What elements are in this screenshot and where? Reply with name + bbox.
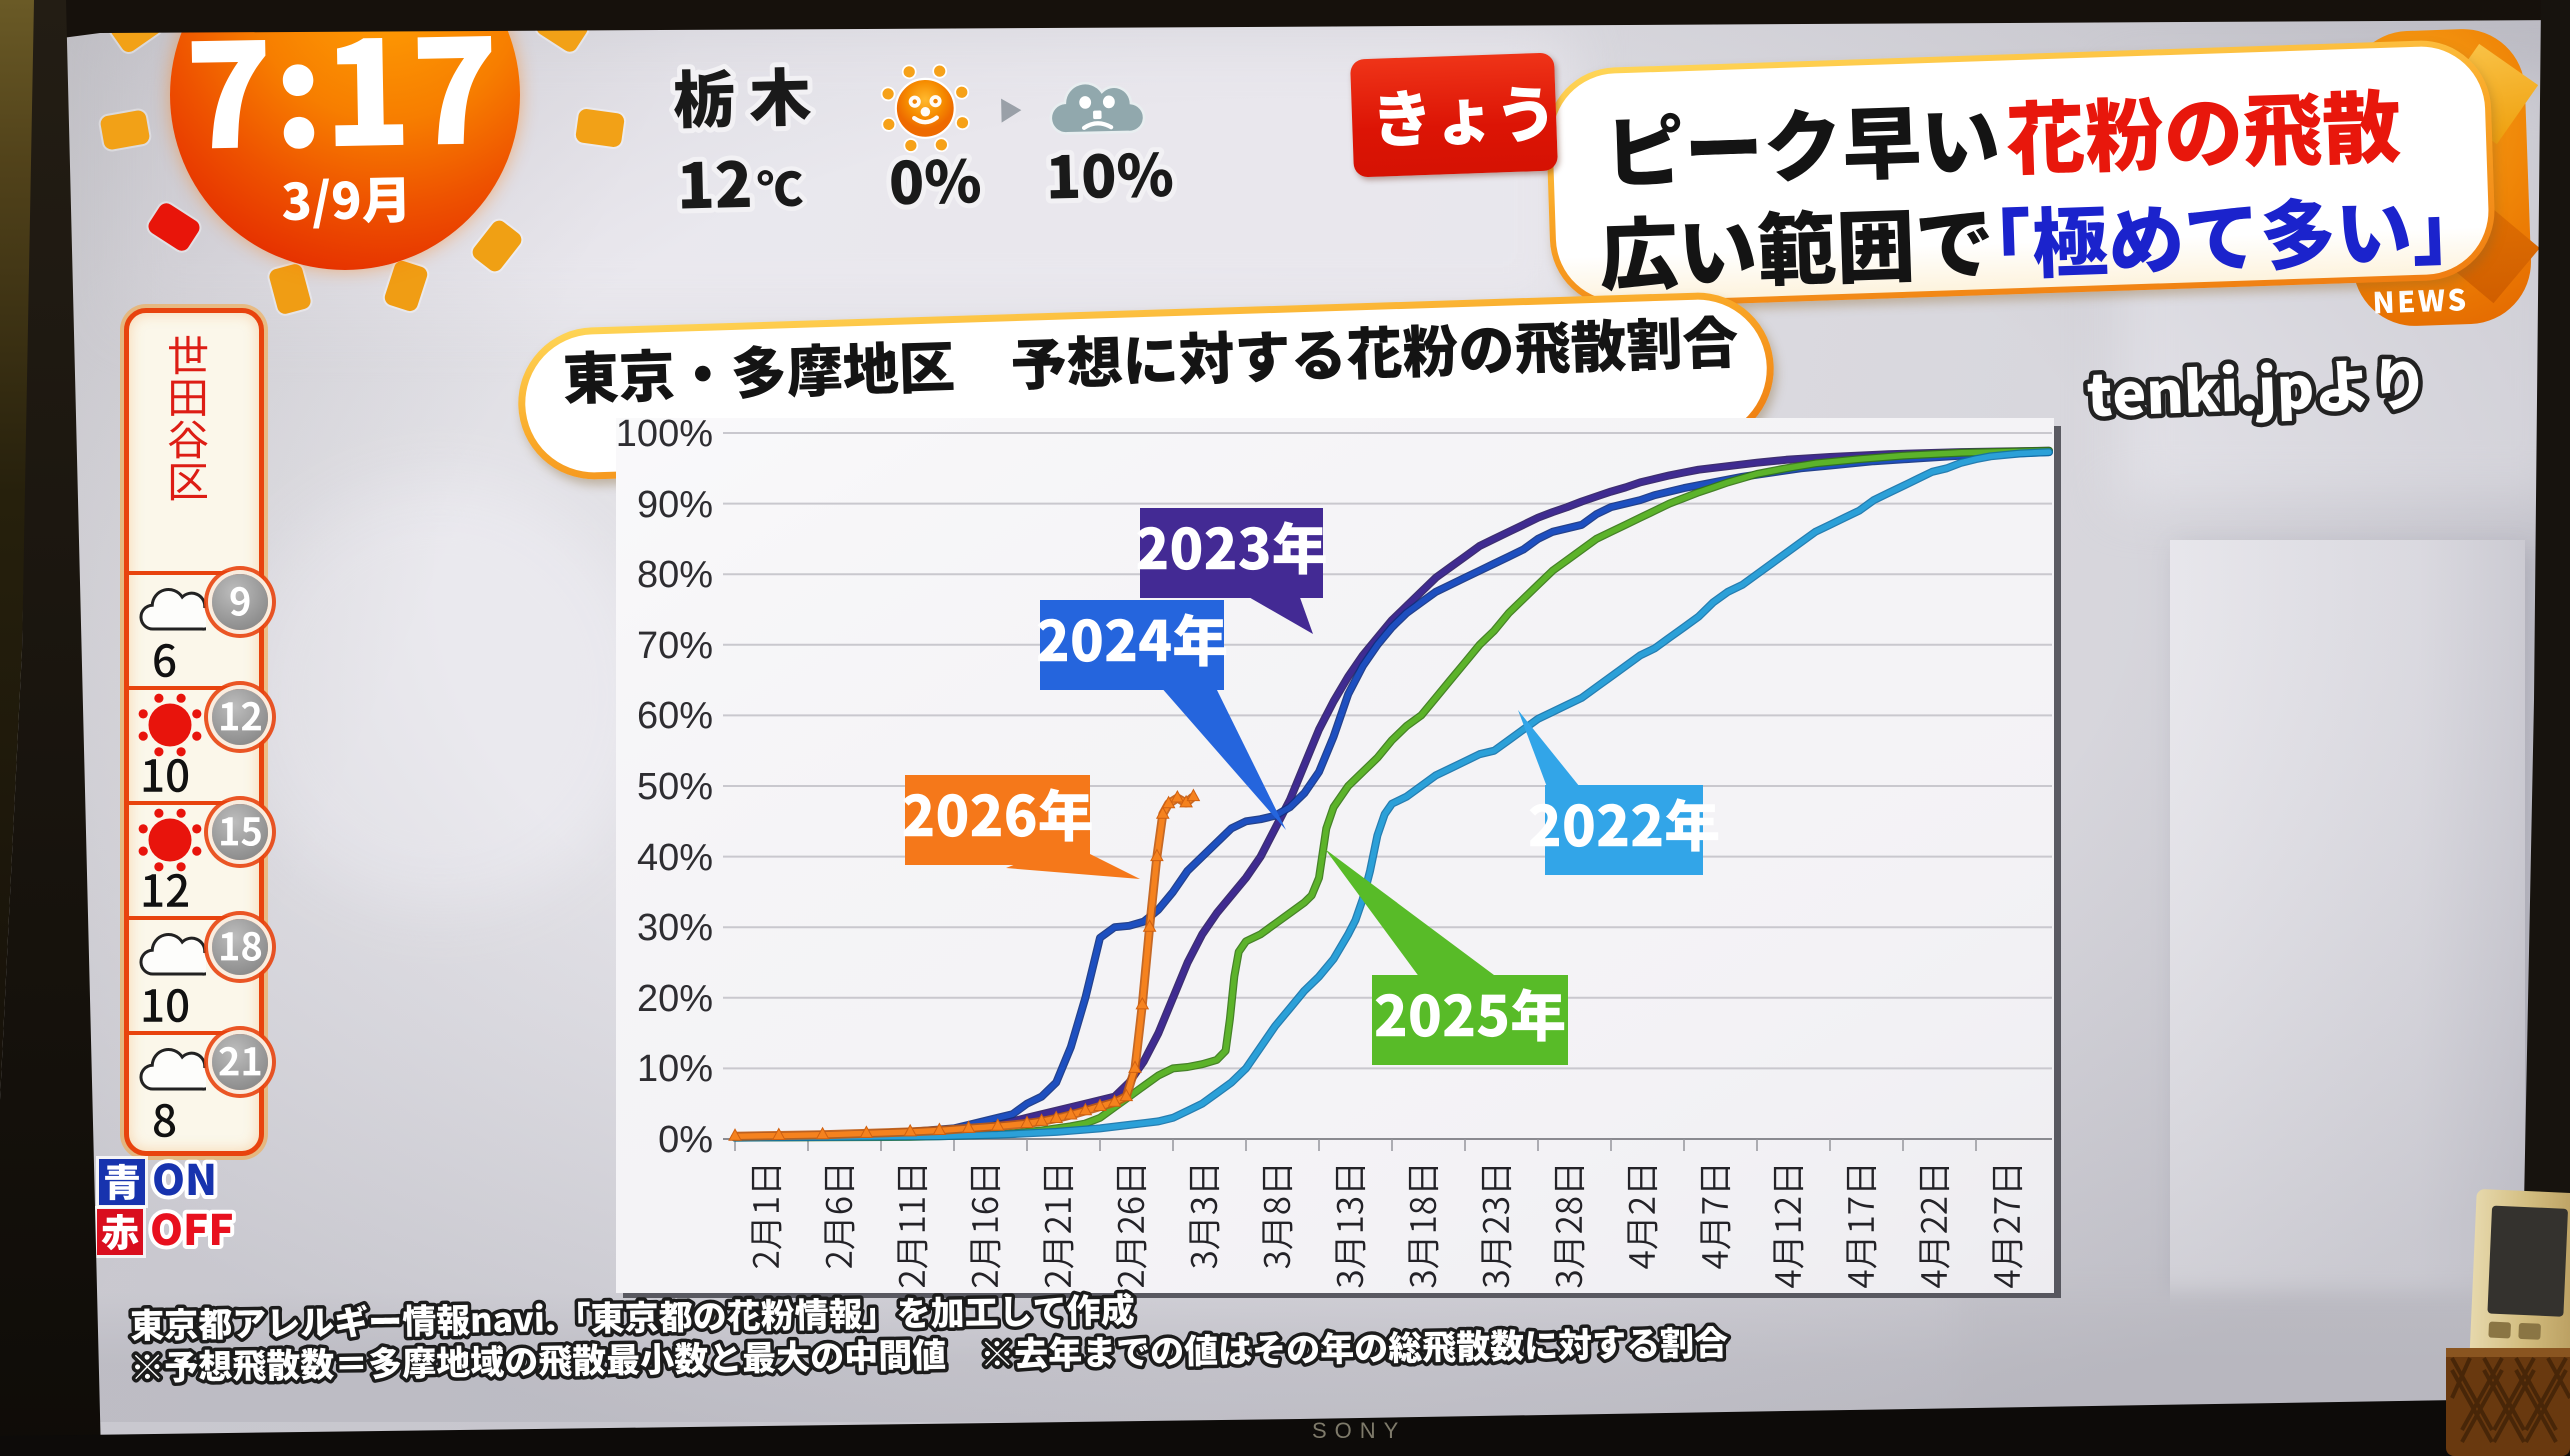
svg-text:100%: 100%: [616, 413, 713, 455]
svg-text:40%: 40%: [637, 837, 713, 879]
svg-text:70%: 70%: [637, 625, 713, 667]
svg-text:10%: 10%: [637, 1048, 713, 1090]
svg-text:90%: 90%: [637, 484, 713, 526]
svg-text:30%: 30%: [637, 907, 713, 949]
svg-text:80%: 80%: [637, 554, 713, 596]
svg-text:50%: 50%: [637, 766, 713, 808]
svg-text:60%: 60%: [637, 695, 713, 737]
svg-text:20%: 20%: [637, 978, 713, 1020]
svg-text:SONY: SONY: [1312, 1418, 1406, 1443]
svg-text:0%: 0%: [658, 1119, 713, 1161]
